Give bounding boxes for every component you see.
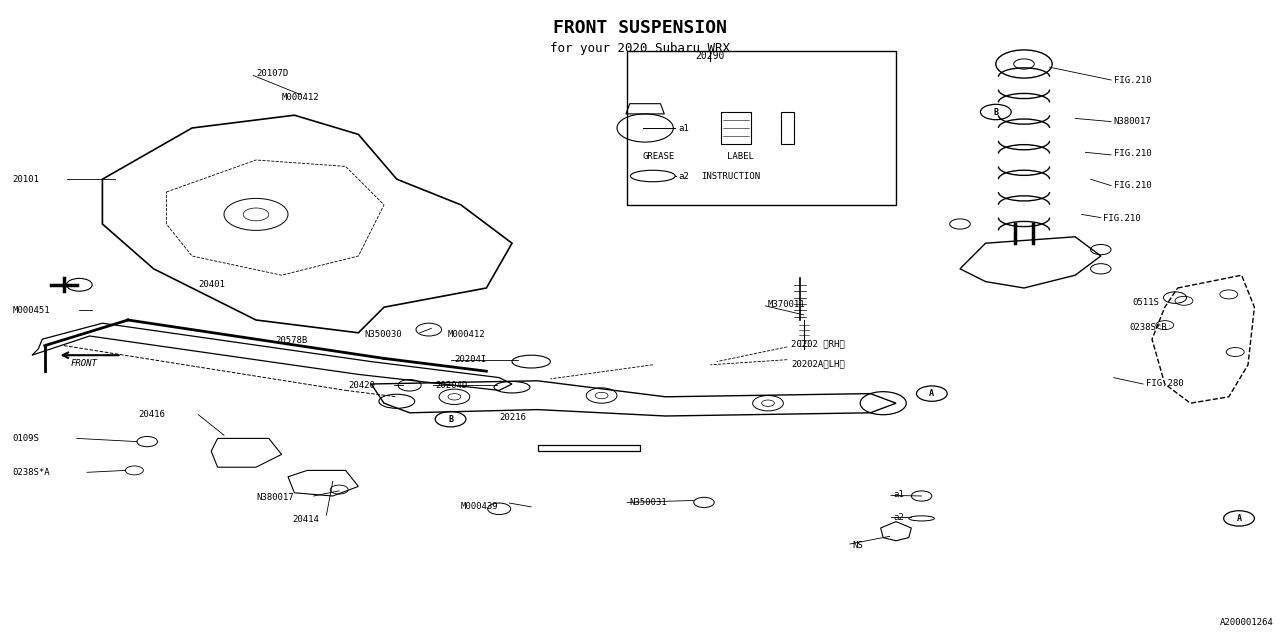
Text: 0238S*A: 0238S*A bbox=[13, 468, 50, 477]
Text: 20107D: 20107D bbox=[256, 69, 288, 78]
Text: 0511S: 0511S bbox=[1133, 298, 1160, 307]
Text: M000451: M000451 bbox=[13, 306, 50, 315]
Text: FIG.210: FIG.210 bbox=[1114, 181, 1151, 190]
Text: 20420: 20420 bbox=[348, 381, 375, 390]
Text: a1: a1 bbox=[893, 490, 904, 499]
Text: 20578B: 20578B bbox=[275, 336, 307, 345]
Text: GREASE: GREASE bbox=[643, 152, 675, 161]
Text: 20101: 20101 bbox=[13, 175, 40, 184]
Text: M000412: M000412 bbox=[448, 330, 485, 339]
Text: 20202A〈LH〉: 20202A〈LH〉 bbox=[791, 359, 845, 368]
Polygon shape bbox=[538, 445, 640, 451]
Text: 20204I: 20204I bbox=[454, 355, 486, 364]
Text: M000439: M000439 bbox=[461, 502, 498, 511]
Text: FRONT SUSPENSION: FRONT SUSPENSION bbox=[553, 19, 727, 37]
Text: a1: a1 bbox=[678, 124, 689, 132]
Text: FIG.210: FIG.210 bbox=[1103, 214, 1140, 223]
Text: 20290: 20290 bbox=[696, 51, 724, 61]
Text: FIG.210: FIG.210 bbox=[1114, 76, 1151, 84]
Text: 20416: 20416 bbox=[138, 410, 165, 419]
Text: 0238S*B: 0238S*B bbox=[1129, 323, 1166, 332]
Text: A200001264: A200001264 bbox=[1220, 618, 1274, 627]
Text: 20204D: 20204D bbox=[435, 381, 467, 390]
Text: 20414: 20414 bbox=[292, 515, 319, 524]
Text: a2: a2 bbox=[678, 172, 689, 180]
Text: NS: NS bbox=[852, 541, 863, 550]
Text: for your 2020 Subaru WRX: for your 2020 Subaru WRX bbox=[550, 42, 730, 54]
Text: A: A bbox=[929, 389, 934, 398]
Text: 20401: 20401 bbox=[198, 280, 225, 289]
Text: 20202 〈RH〉: 20202 〈RH〉 bbox=[791, 340, 845, 349]
Text: a2: a2 bbox=[893, 513, 904, 522]
Text: 20216: 20216 bbox=[499, 413, 526, 422]
Text: FIG.210: FIG.210 bbox=[1114, 149, 1151, 158]
Text: N350031: N350031 bbox=[630, 498, 667, 507]
Text: A: A bbox=[1236, 514, 1242, 523]
Text: INSTRUCTION: INSTRUCTION bbox=[701, 172, 760, 180]
Text: N380017: N380017 bbox=[1114, 117, 1151, 126]
Text: M370011: M370011 bbox=[768, 300, 805, 308]
Text: B: B bbox=[993, 108, 998, 116]
Text: M000412: M000412 bbox=[282, 93, 319, 102]
Text: FIG.280: FIG.280 bbox=[1146, 380, 1183, 388]
Text: B: B bbox=[448, 415, 453, 424]
Text: LABEL: LABEL bbox=[727, 152, 754, 161]
Text: N350030: N350030 bbox=[365, 330, 402, 339]
Text: N380017: N380017 bbox=[256, 493, 293, 502]
Text: 0109S: 0109S bbox=[13, 434, 40, 443]
Text: FRONT: FRONT bbox=[70, 359, 97, 368]
